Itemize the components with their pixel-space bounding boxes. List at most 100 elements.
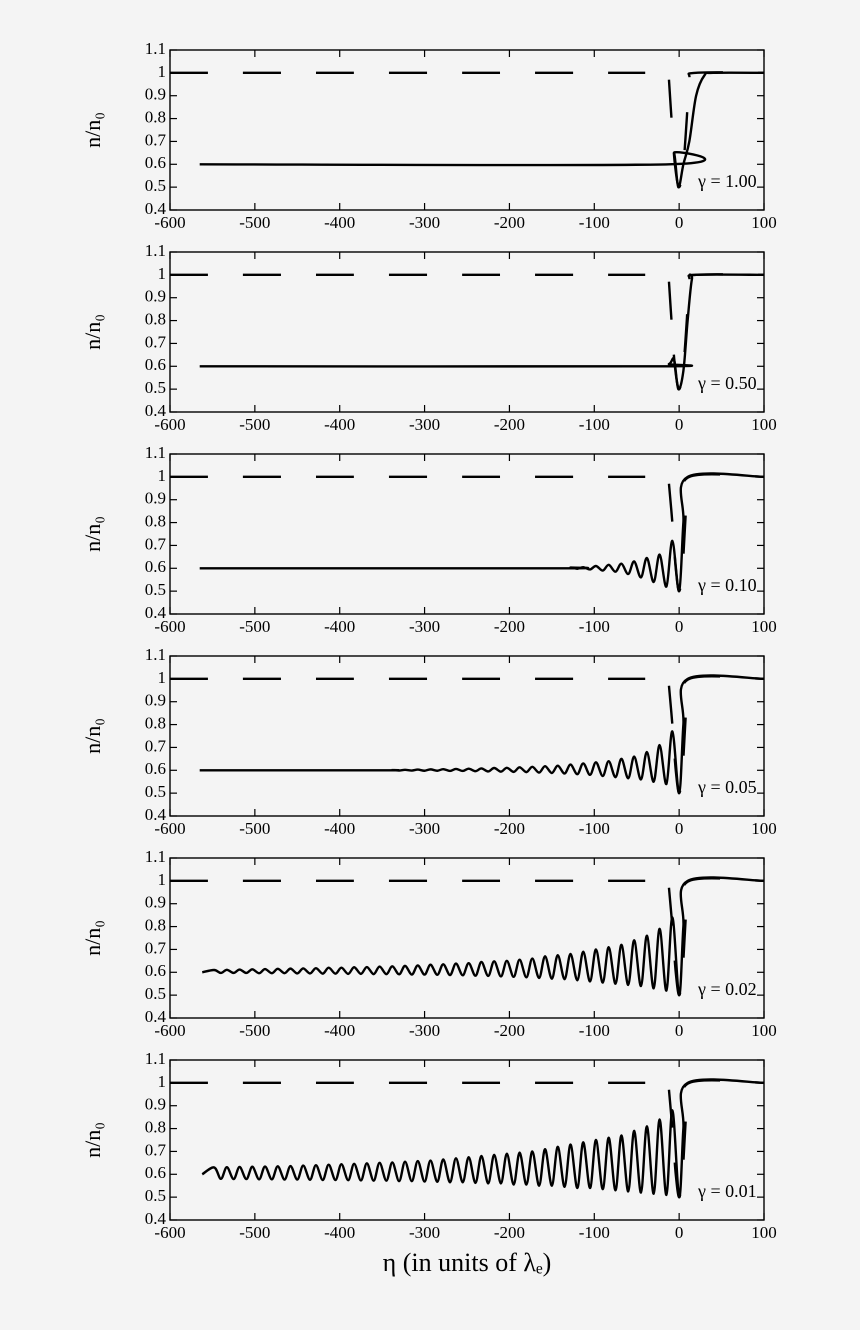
x-tick-label: -500 xyxy=(239,617,270,636)
x-tick-label: -600 xyxy=(154,819,185,838)
x-tick-label: -100 xyxy=(579,1021,610,1040)
x-tick-label: 100 xyxy=(751,1223,777,1242)
x-tick-label: 100 xyxy=(751,415,777,434)
y-tick-label: 0.7 xyxy=(145,534,167,553)
data-line xyxy=(199,674,765,795)
data-line xyxy=(199,273,765,391)
y-tick-label: 0.6 xyxy=(145,961,166,980)
x-tick-label: -200 xyxy=(494,819,525,838)
y-tick-label: 0.6 xyxy=(145,153,166,172)
x-tick-label: -400 xyxy=(324,213,355,232)
y-tick-label: 1 xyxy=(158,668,167,687)
y-tick-label: 0.4 xyxy=(145,603,167,622)
y-tick-label: 1.1 xyxy=(145,241,166,260)
x-tick-label: -300 xyxy=(409,617,440,636)
x-tick-label: -500 xyxy=(239,415,270,434)
y-tick-label: 0.7 xyxy=(145,332,167,351)
x-tick-label: -600 xyxy=(154,213,185,232)
x-tick-label: 100 xyxy=(751,213,777,232)
x-tick-label: 0 xyxy=(675,1223,684,1242)
annotation: γ = 0.01 xyxy=(697,1181,757,1201)
y-tick-label: 1 xyxy=(158,870,167,889)
x-tick-label: 0 xyxy=(675,819,684,838)
x-tick-label: -100 xyxy=(579,819,610,838)
y-tick-label: 0.9 xyxy=(145,691,166,710)
y-tick-label: 0.6 xyxy=(145,355,166,374)
data-line xyxy=(199,71,765,189)
data-line xyxy=(201,1078,765,1199)
y-axis-label: n/n₀ xyxy=(80,314,105,350)
data-line xyxy=(201,876,765,997)
y-tick-label: 1 xyxy=(158,1072,167,1091)
x-tick-label: -300 xyxy=(409,415,440,434)
y-tick-label: 0.5 xyxy=(145,580,166,599)
x-tick-label: -600 xyxy=(154,1021,185,1040)
x-tick-label: -500 xyxy=(239,1223,270,1242)
x-tick-label: -200 xyxy=(494,415,525,434)
y-tick-label: 0.7 xyxy=(145,938,167,957)
x-tick-label: -600 xyxy=(154,1223,185,1242)
x-axis-label: η (in units of λₑ) xyxy=(383,1248,552,1277)
y-tick-label: 0.4 xyxy=(145,199,167,218)
y-axis-label: n/n₀ xyxy=(80,112,105,148)
y-tick-label: 0.6 xyxy=(145,557,166,576)
x-tick-label: -100 xyxy=(579,617,610,636)
y-tick-label: 0.6 xyxy=(145,759,166,778)
y-tick-label: 0.8 xyxy=(145,309,166,328)
y-tick-label: 1 xyxy=(158,264,167,283)
x-tick-label: -100 xyxy=(579,213,610,232)
y-tick-label: 1.1 xyxy=(145,443,166,462)
x-tick-label: -200 xyxy=(494,1021,525,1040)
x-tick-label: -300 xyxy=(409,213,440,232)
x-tick-label: 0 xyxy=(675,617,684,636)
data-line xyxy=(667,71,765,189)
x-tick-label: -100 xyxy=(579,415,610,434)
x-tick-label: -500 xyxy=(239,819,270,838)
y-tick-label: 0.8 xyxy=(145,713,166,732)
y-tick-label: 0.7 xyxy=(145,736,167,755)
x-tick-label: -400 xyxy=(324,415,355,434)
x-tick-label: -400 xyxy=(324,819,355,838)
y-tick-label: 0.9 xyxy=(145,85,166,104)
y-tick-label: 0.8 xyxy=(145,511,166,530)
y-tick-label: 0.4 xyxy=(145,1007,167,1026)
y-tick-label: 1.1 xyxy=(145,847,166,866)
y-tick-label: 0.9 xyxy=(145,287,166,306)
y-tick-label: 0.8 xyxy=(145,915,166,934)
y-tick-label: 1.1 xyxy=(145,645,166,664)
x-tick-label: 0 xyxy=(675,415,684,434)
y-tick-label: 0.4 xyxy=(145,1209,167,1228)
x-tick-label: 100 xyxy=(751,1021,777,1040)
y-axis-label: n/n₀ xyxy=(80,516,105,552)
x-tick-label: -500 xyxy=(239,1021,270,1040)
x-tick-label: -300 xyxy=(409,1021,440,1040)
y-tick-label: 0.4 xyxy=(145,805,167,824)
y-tick-label: 1.1 xyxy=(145,39,166,58)
plot-frame xyxy=(169,655,765,817)
x-tick-label: 100 xyxy=(751,617,777,636)
x-tick-label: -400 xyxy=(324,1021,355,1040)
annotation: γ = 0.10 xyxy=(697,575,757,595)
annotation: γ = 0.05 xyxy=(697,777,757,797)
plot-frame xyxy=(169,857,765,1019)
x-tick-label: 0 xyxy=(675,1021,684,1040)
y-axis-label: n/n₀ xyxy=(80,920,105,956)
y-tick-label: 1 xyxy=(158,466,167,485)
y-tick-label: 0.7 xyxy=(145,1140,167,1159)
y-tick-label: 0.9 xyxy=(145,1095,166,1114)
y-tick-label: 0.9 xyxy=(145,489,166,508)
y-tick-label: 0.8 xyxy=(145,1117,166,1136)
y-tick-label: 0.8 xyxy=(145,107,166,126)
x-tick-label: 0 xyxy=(675,213,684,232)
y-axis-label: n/n₀ xyxy=(80,1122,105,1158)
y-tick-label: 0.5 xyxy=(145,378,166,397)
x-tick-label: -400 xyxy=(324,617,355,636)
x-tick-label: -100 xyxy=(579,1223,610,1242)
y-tick-label: 0.9 xyxy=(145,893,166,912)
y-tick-label: 1.1 xyxy=(145,1049,166,1068)
y-tick-label: 0.5 xyxy=(145,176,166,195)
y-tick-label: 0.5 xyxy=(145,984,166,1003)
x-tick-label: -400 xyxy=(324,1223,355,1242)
annotation: γ = 0.02 xyxy=(697,979,757,999)
x-tick-label: -500 xyxy=(239,213,270,232)
